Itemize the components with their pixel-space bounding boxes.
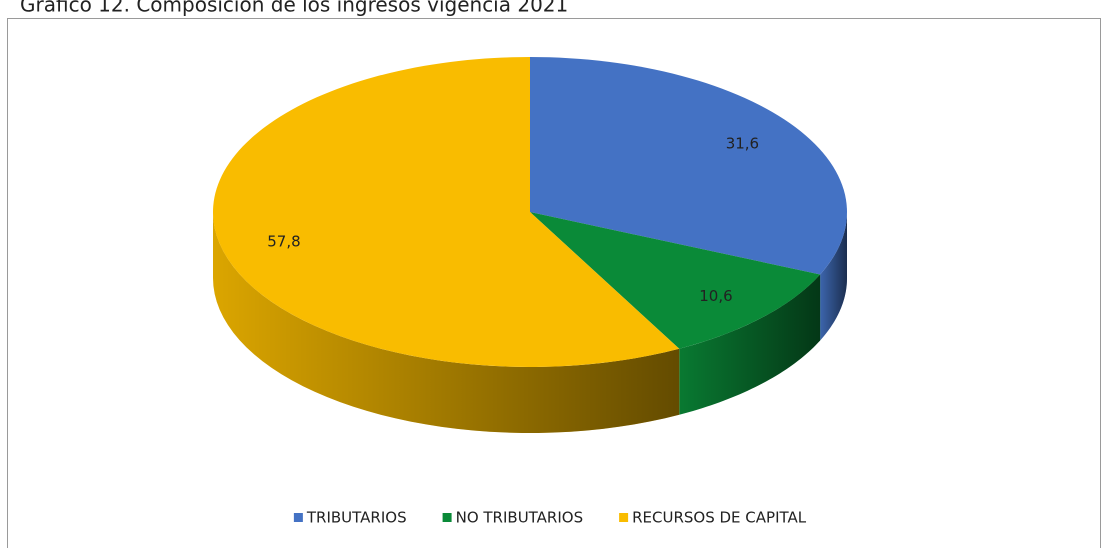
slice xyxy=(530,212,821,349)
legend-swatch xyxy=(442,513,452,522)
legend-swatch xyxy=(293,513,303,522)
legend-swatch xyxy=(619,513,629,522)
legend-label: RECURSOS DE CAPITAL xyxy=(632,509,807,527)
slice xyxy=(530,57,848,275)
slice xyxy=(213,57,680,367)
slice-side-shade xyxy=(679,274,821,415)
chart-title: Gráfico 12. Composición de los ingresos … xyxy=(20,0,568,17)
data-label: 10,6 xyxy=(699,287,732,305)
data-label: 57,8 xyxy=(267,233,300,251)
legend-label: NO TRIBUTARIOS xyxy=(456,509,584,527)
legend-label: TRIBUTARIOS xyxy=(306,509,407,527)
data-label: 31,6 xyxy=(726,135,759,153)
slice-side-shade xyxy=(820,212,847,341)
slice-side-shade xyxy=(213,212,680,433)
